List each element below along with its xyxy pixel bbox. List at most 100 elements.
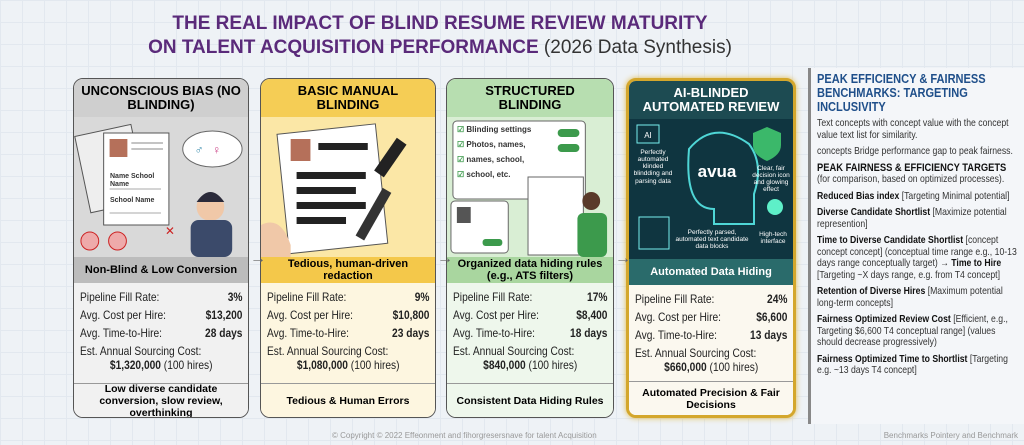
item-bold: Time to Diverse Candidate Shortlist: [817, 235, 964, 246]
ai-bottom-note: Perfectly parsed, automated text candida…: [675, 229, 749, 251]
annual-cost: $660,000: [664, 360, 707, 374]
stat-fill-rate: Pipeline Fill Rate: 9%: [267, 288, 429, 306]
checkbox-icon: ☑: [457, 155, 465, 164]
stat-cost: Avg. Cost per Hire: $13,200: [80, 306, 242, 324]
stat-value: $1,320,000 (100 hires): [80, 358, 242, 372]
setting-label: Photos, names,: [466, 140, 526, 149]
benchmark-item: Reduced Bias index [Targeting Minimal po…: [817, 191, 1021, 203]
card-subtitle: Organized data hiding rules (e.g., ATS f…: [447, 257, 613, 283]
blinding-setting-item: ☑ names, school,: [457, 155, 525, 165]
panel-intro-2: concepts Bridge performance gap to peak …: [817, 146, 1013, 157]
annual-cost: $1,320,000: [109, 358, 161, 372]
resume-school-label: School Name: [110, 197, 155, 204]
card-footer: Tedious & Human Errors: [261, 383, 435, 417]
stat-label: Est. Annual Sourcing Cost:: [267, 344, 389, 358]
card-subtitle: Tedious, human-driven redaction: [261, 257, 435, 283]
benchmark-item: Time to Diverse Candidate Shortlist [con…: [817, 235, 1021, 281]
stat-label: Pipeline Fill Rate:: [453, 290, 533, 304]
stat-time: Avg. Time-to-Hire: 13 days: [635, 326, 787, 344]
stat-fill-rate: Pipeline Fill Rate: 17%: [453, 288, 607, 306]
maturity-card-2: BASIC MANUAL BLINDING Tedious, human-dri…: [260, 78, 436, 418]
card-stats: Pipeline Fill Rate: 24% Avg. Cost per Hir…: [629, 285, 793, 381]
card-illustration: [261, 117, 435, 257]
card-header: AI-BLINDED AUTOMATED REVIEW: [629, 81, 793, 119]
setting-label: names, school,: [466, 155, 525, 164]
blinding-setting-item: ☑ Photos, names,: [457, 140, 526, 150]
stat-label: Avg. Time-to-Hire:: [635, 328, 717, 342]
stat-time: Avg. Time-to-Hire: 28 days: [80, 324, 242, 342]
hires-count: (100 hires): [163, 358, 213, 372]
targets-head: PEAK FAIRNESS & EFFICIENCY TARGETS: [817, 161, 1007, 174]
stat-label: Pipeline Fill Rate:: [80, 290, 160, 304]
card-header: BASIC MANUAL BLINDING: [261, 79, 435, 117]
stat-value: 24%: [767, 292, 788, 306]
benchmark-item: Diverse Candidate Shortlist [Maximize po…: [817, 207, 1021, 230]
panel-intro: Text concepts with concept value with th…: [817, 118, 1009, 141]
item-text: [Efficient, e.g., Targeting $6,600 T4 co…: [817, 314, 1008, 348]
card-footer: Automated Precision & Fair Decisions: [629, 381, 793, 415]
stat-label: Pipeline Fill Rate:: [635, 292, 715, 306]
title-line-2-text: ON TALENT ACQUISITION PERFORMANCE: [148, 37, 539, 58]
arrow-icon: →: [615, 250, 631, 267]
footer-right: Benchmarks Pointery and Benchmark: [883, 431, 1018, 440]
panel-title-1: PEAK EFFICIENCY & FAIRNESS: [817, 71, 986, 86]
stat-value: 13 days: [750, 328, 788, 342]
stat-annual: Est. Annual Sourcing Cost: $1,080,000 (10…: [267, 344, 429, 372]
card-illustration: avua AI Perfectly automated klinded blindd…: [629, 119, 793, 259]
resume-name-label: Name School Name: [110, 173, 155, 188]
card-stats: Pipeline Fill Rate: 3% Avg. Cost per Hire…: [74, 283, 248, 383]
item-bold: Reduced Bias index: [817, 190, 900, 202]
stat-label: Avg. Cost per Hire:: [80, 308, 166, 322]
title-subtitle: (2026 Data Synthesis): [543, 37, 732, 58]
stat-label: Avg. Cost per Hire:: [635, 310, 721, 324]
stat-annual: Est. Annual Sourcing Cost: $1,320,000 (10…: [80, 344, 242, 372]
stat-fill-rate: Pipeline Fill Rate: 24%: [635, 290, 787, 308]
stat-annual: Est. Annual Sourcing Cost: $840,000 (100 …: [453, 344, 607, 372]
stat-label: Est. Annual Sourcing Cost:: [635, 346, 757, 360]
title-line-2: ON TALENT ACQUISITION PERFORMANCE (2026 …: [60, 36, 820, 60]
stat-value: $13,200: [205, 308, 243, 322]
stat-value: 3%: [227, 290, 243, 304]
setting-label: Blinding settings: [466, 125, 532, 134]
card-header: STRUCTURED BLINDING: [447, 79, 613, 117]
maturity-card-4: AI-BLINDED AUTOMATED REVIEW avua AI Perfec…: [626, 78, 796, 418]
checkbox-icon: ☑: [457, 125, 465, 134]
arrow-icon: →: [437, 250, 453, 267]
svg-text:avua: avua: [698, 162, 737, 181]
title-line-1: THE REAL IMPACT OF BLIND RESUME REVIEW M…: [172, 13, 708, 34]
item-bold: Retention of Diverse Hires: [817, 286, 926, 297]
hires-count: (100 hires): [350, 358, 400, 372]
card-stats: Pipeline Fill Rate: 17% Avg. Cost per Hir…: [447, 283, 613, 383]
item-bold: Diverse Candidate Shortlist: [817, 207, 931, 218]
card-illustration: ☑ Blinding settings ☑ Photos, names, ☑ nam…: [447, 117, 613, 257]
stat-value: $8,400: [576, 308, 608, 322]
card-illustration: ✕ ♂ ♀ Name School Name School Name: [74, 117, 248, 257]
stat-fill-rate: Pipeline Fill Rate: 3%: [80, 288, 242, 306]
card-footer: Consistent Data Hiding Rules: [447, 383, 613, 417]
item-text: [Maximize potential represention]: [817, 207, 1007, 230]
panel-title: PEAK EFFICIENCY & FAIRNESS BENCHMARKS: TA…: [817, 72, 1021, 114]
stat-time: Avg. Time-to-Hire: 23 days: [267, 324, 429, 342]
ai-left-note: Perfectly automated klinded blindding an…: [633, 149, 673, 185]
stat-label: Avg. Time-to-Hire:: [453, 326, 535, 340]
blinding-setting-item: ☑ Blinding settings: [457, 125, 532, 135]
stat-label: Est. Annual Sourcing Cost:: [80, 344, 202, 358]
stat-label: Est. Annual Sourcing Cost:: [453, 344, 575, 358]
benchmark-item: Retention of Diverse Hires [Maximum pote…: [817, 286, 1021, 309]
stat-cost: Avg. Cost per Hire: $6,600: [635, 308, 787, 326]
stat-annual: Est. Annual Sourcing Cost: $660,000 (100 …: [635, 346, 787, 374]
benchmark-item: Fairness Optimized Review Cost [Efficien…: [817, 314, 1021, 349]
item-bold: Fairness Optimized Time to Shortlist: [817, 353, 968, 365]
blinding-setting-item: ☑ school, etc.: [457, 170, 510, 180]
stat-value: 28 days: [205, 326, 243, 340]
stat-value: $1,080,000 (100 hires): [267, 358, 429, 372]
card-subtitle: Automated Data Hiding: [629, 259, 793, 285]
hires-count: (100 hires): [709, 360, 759, 374]
ai-right-note: Clear, fair decision icon and glowing ef…: [752, 165, 790, 194]
panel-title-2: BENCHMARKS: TARGETING INCLUSIVITY: [817, 85, 968, 114]
stat-time: Avg. Time-to-Hire: 18 days: [453, 324, 607, 342]
stat-label: Pipeline Fill Rate:: [267, 290, 347, 304]
maturity-card-3: STRUCTURED BLINDING ☑ Blinding settings ☑…: [446, 78, 614, 418]
stat-label: Avg. Cost per Hire:: [267, 308, 353, 322]
stat-value: 18 days: [570, 326, 608, 340]
